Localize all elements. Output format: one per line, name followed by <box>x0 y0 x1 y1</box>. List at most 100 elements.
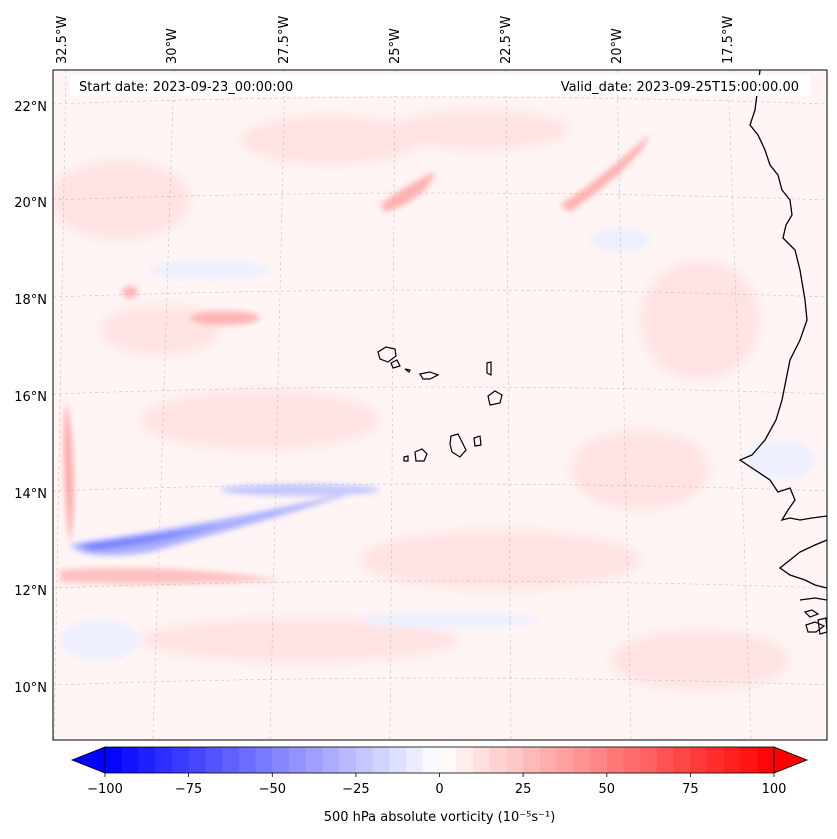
colorbar-cell <box>121 747 140 773</box>
colorbar-cell <box>723 747 742 773</box>
vorticity-cell-positive <box>122 286 138 298</box>
colorbar-cell <box>255 747 273 773</box>
colorbar-ticks <box>104 773 775 777</box>
parallel <box>53 386 827 395</box>
colorbar-cell <box>188 747 206 773</box>
map-panel: Start date: 2023-09-23_00:00:00 Valid_da… <box>53 70 827 740</box>
vorticity-cell-negative <box>220 484 380 496</box>
parallel <box>53 483 827 492</box>
africa-coastline-south <box>778 539 827 589</box>
island-santa-luzia <box>404 368 411 373</box>
parallel <box>53 192 827 201</box>
vorticity-field-positive-patches <box>53 110 790 690</box>
vorticity-band-positive-west <box>63 400 74 545</box>
map-frame <box>52 69 828 741</box>
colorbar-cell <box>288 747 307 773</box>
colorbar-label: 500 hPa absolute vorticity (10⁻⁵s⁻¹) <box>324 810 556 825</box>
colorbar-tick-label: 100 <box>762 782 787 797</box>
colorbar-tick-label: 25 <box>515 782 532 797</box>
parallel <box>53 289 827 298</box>
lat-label: 10°N <box>14 681 47 696</box>
lon-label: 20°W <box>610 28 625 64</box>
colorbar-cell <box>305 747 324 773</box>
colorbar-cell <box>640 747 658 773</box>
lon-label: 27.5°W <box>277 16 292 64</box>
island-fogo <box>414 448 428 462</box>
colorbar-cell <box>523 747 541 773</box>
vorticity-band-positive-south <box>60 567 280 585</box>
meridian <box>53 70 67 740</box>
colorbar-cell <box>556 747 574 773</box>
colorbar-cell <box>456 747 474 773</box>
lat-label: 20°N <box>14 196 47 211</box>
colorbar-cell <box>422 747 441 773</box>
colorbar: −100 −75 −50 −25 0 25 50 75 100 500 hPa … <box>70 746 809 825</box>
guinea-bissau-islands <box>799 597 827 635</box>
island-santo-antao <box>377 346 397 363</box>
gridlines <box>53 70 827 740</box>
colorbar-cell <box>573 747 591 773</box>
island-santiago <box>449 433 467 458</box>
colorbar-extend-low <box>70 746 106 774</box>
colorbar-tick-label: 75 <box>682 782 699 797</box>
parallel <box>53 96 827 105</box>
meridian <box>389 70 396 740</box>
lat-label: 12°N <box>14 584 47 599</box>
vorticity-field-negative-patches <box>60 228 815 660</box>
colorbar-tick-label: −25 <box>342 782 369 797</box>
colorbar-cell <box>439 747 457 773</box>
africa-coastline <box>738 70 827 522</box>
meridian <box>505 70 512 740</box>
colorbar-cell <box>489 747 508 773</box>
colorbar-cell <box>105 747 123 773</box>
colorbar-extend-high <box>773 746 809 774</box>
colorbar-cell <box>506 747 524 773</box>
colorbar-tick-label: −50 <box>259 782 286 797</box>
lon-label: 22.5°W <box>499 16 514 64</box>
island-boa-vista <box>487 390 503 406</box>
meridian <box>152 70 175 740</box>
colorbar-cell <box>740 747 758 773</box>
lon-label: 32.5°W <box>55 16 70 64</box>
lon-label: 25°W <box>388 28 403 64</box>
vorticity-cell-positive <box>190 311 260 325</box>
colorbar-cell <box>690 747 708 773</box>
colorbar-cell <box>590 747 608 773</box>
colorbar-cell <box>322 747 340 773</box>
colorbar-cell <box>171 747 190 773</box>
meridian <box>727 70 752 740</box>
lat-label: 22°N <box>14 100 47 115</box>
parallel <box>53 580 827 589</box>
latitude-labels: 22°N 20°N 18°N 16°N 14°N 12°N 10°N <box>14 100 47 696</box>
colorbar-cells <box>105 747 775 773</box>
colorbar-cell <box>673 747 691 773</box>
island-sao-vicente <box>390 359 401 369</box>
colorbar-cell <box>656 747 675 773</box>
colorbar-cell <box>355 747 374 773</box>
colorbar-cell <box>389 747 407 773</box>
colorbar-cell <box>339 747 357 773</box>
colorbar-tick-label: −100 <box>87 782 123 797</box>
meridian <box>616 70 632 740</box>
colorbar-cell <box>238 747 257 773</box>
colorbar-tick-labels: −100 −75 −50 −25 0 25 50 75 100 <box>87 782 786 797</box>
lat-label: 18°N <box>14 293 47 308</box>
colorbar-tick-label: −75 <box>175 782 202 797</box>
colorbar-cell <box>222 747 240 773</box>
valid-date-label: Valid_date: 2023-09-25T15:00:00.00 <box>561 80 799 95</box>
longitude-labels: 32.5°W 30°W 27.5°W 25°W 22.5°W 20°W 17.5… <box>55 16 736 64</box>
colorbar-cell <box>472 747 491 773</box>
colorbar-cell <box>707 747 725 773</box>
island-sal <box>486 361 492 376</box>
lon-label: 30°W <box>165 28 180 64</box>
island-sao-nicolau <box>419 371 440 380</box>
colorbar-cell <box>539 747 558 773</box>
colorbar-cell <box>372 747 390 773</box>
colorbar-cell <box>623 747 641 773</box>
lat-label: 14°N <box>14 487 47 502</box>
island-brava <box>403 455 409 462</box>
lat-label: 16°N <box>14 390 47 405</box>
colorbar-cell <box>138 747 156 773</box>
lon-label: 17.5°W <box>721 16 736 64</box>
